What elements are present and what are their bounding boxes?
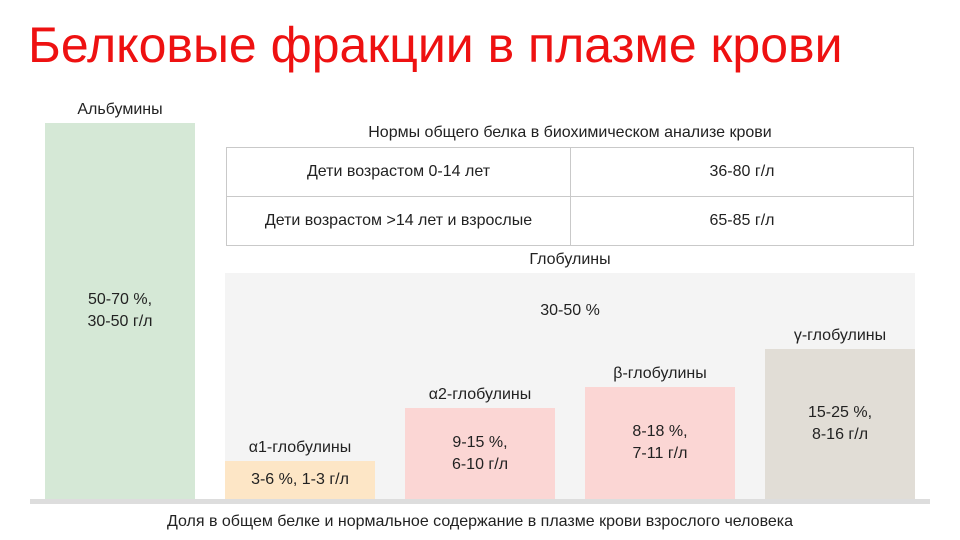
norms-table-caption: Нормы общего белка в биохимическом анали… [368, 124, 772, 141]
table-cell-range: 65-85 г/л [570, 196, 914, 246]
gamma-globulins-box: 15-25 %, 8-16 г/л [765, 349, 915, 499]
alpha2-globulins-label: α2-глобулины [428, 386, 532, 403]
alpha1-globulins-label: α1-глобулины [248, 439, 352, 456]
beta-globulins-label: β-глобулины [613, 365, 707, 382]
albumins-label: Альбумины [77, 101, 163, 118]
albumins-box: 50-70 %, 30-50 г/л [45, 123, 195, 499]
globulins-label: Глобулины [529, 251, 611, 268]
table-cell-group: Дети возрастом >14 лет и взрослые [226, 196, 571, 246]
alpha1-globulins-box: 3-6 %, 1-3 г/л [225, 461, 375, 499]
table-cell-group: Дети возрастом 0-14 лет [226, 147, 571, 197]
norms-table: Дети возрастом 0-14 лет 36-80 г/л Дети в… [226, 147, 914, 246]
table-row: Дети возрастом >14 лет и взрослые 65-85 … [226, 196, 914, 246]
baseline-divider [30, 499, 930, 504]
alpha1-globulins-value: 3-6 %, 1-3 г/л [251, 471, 349, 488]
beta-globulins-value: 8-18 %, 7-11 г/л [632, 423, 688, 462]
alpha2-globulins-value: 9-15 %, 6-10 г/л [451, 433, 509, 473]
footer-caption: Доля в общем белке и нормальное содержан… [166, 513, 794, 530]
slide-title: Белковые фракции в плазме крови [28, 17, 843, 73]
gamma-globulins-label: γ-глобулины [793, 327, 887, 344]
globulins-value: 30-50 % [540, 302, 600, 319]
gamma-globulins-value: 15-25 %, 8-16 г/л [807, 404, 873, 443]
beta-globulins-box: 8-18 %, 7-11 г/л [585, 387, 735, 499]
albumins-value: 50-70 %, 30-50 г/л [87, 291, 153, 330]
table-cell-range: 36-80 г/л [570, 147, 914, 197]
table-row: Дети возрастом 0-14 лет 36-80 г/л [226, 147, 914, 197]
alpha2-globulins-box: 9-15 %, 6-10 г/л [405, 408, 555, 499]
